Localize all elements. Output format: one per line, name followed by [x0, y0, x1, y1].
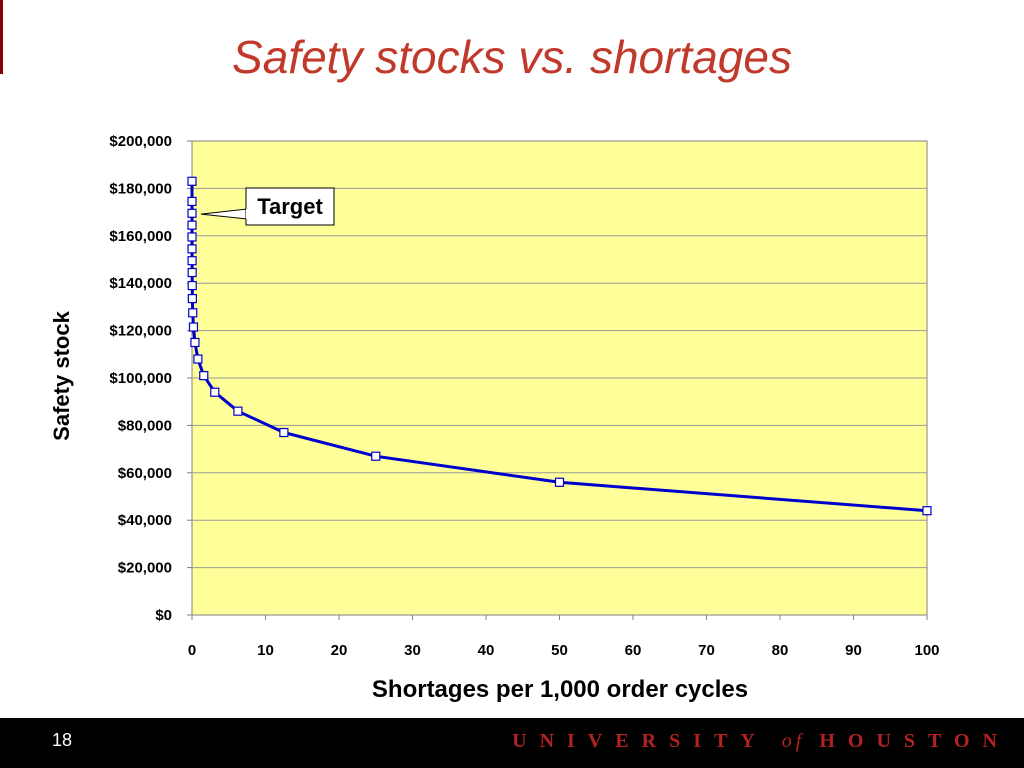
- univ-word-of: of: [781, 730, 806, 752]
- data-point-marker: [199, 371, 209, 381]
- y-tick-label: $100,000: [109, 370, 172, 387]
- x-tick-label: 100: [914, 642, 939, 659]
- data-point-marker: [187, 280, 197, 291]
- x-tick-label: 20: [331, 642, 348, 659]
- safety-stock-chart: $0 $20,000 $40,000 $60,000 $80,000 $100,000 $1…: [109, 133, 939, 659]
- data-point-marker: [187, 208, 197, 218]
- data-point-marker: [210, 387, 220, 397]
- data-point-marker: [279, 427, 289, 438]
- univ-word-university: UNIVERSITY: [512, 730, 768, 752]
- x-tick-label: 50: [551, 642, 568, 659]
- x-axis-label: Shortages per 1,000 order cycles: [371, 676, 749, 703]
- x-tick-label: 40: [478, 642, 495, 659]
- data-point-marker: [190, 337, 200, 348]
- data-point-marker: [188, 322, 199, 332]
- x-tick-label: 90: [845, 642, 862, 659]
- x-tick-label: 60: [625, 642, 642, 659]
- data-point-marker: [188, 308, 198, 318]
- x-tick-label: 30: [404, 642, 421, 659]
- data-point-marker: [371, 451, 381, 461]
- data-point-marker: [187, 220, 197, 230]
- data-point-marker: [193, 354, 203, 364]
- x-tick-label: 0: [188, 642, 196, 659]
- left-accent-bar: [0, 0, 3, 74]
- data-point-marker: [233, 406, 243, 416]
- slide-title: Safety stocks vs. shortages: [232, 31, 792, 83]
- data-point-marker: [187, 244, 197, 254]
- y-tick-label: $160,000: [109, 228, 172, 245]
- data-point-marker: [187, 196, 197, 207]
- y-tick-label: $120,000: [109, 323, 172, 340]
- y-tick-label: $40,000: [118, 512, 172, 529]
- data-point-marker: [187, 294, 197, 304]
- x-tick-label: 10: [257, 642, 274, 659]
- target-callout-box: [245, 187, 335, 226]
- y-tick-label: $60,000: [118, 465, 172, 482]
- data-point-marker: [554, 477, 565, 487]
- data-point-marker: [187, 232, 197, 242]
- x-tick-label: 80: [772, 642, 789, 659]
- y-tick-label: $180,000: [109, 180, 172, 197]
- footer-bar: 18 UNIVERSITY of HOUSTON: [0, 718, 1024, 768]
- y-tick-label: $200,000: [109, 133, 172, 150]
- y-tick-label: $140,000: [109, 275, 172, 292]
- data-point-marker: [922, 506, 932, 516]
- univ-word-houston: HOUSTON: [819, 730, 1010, 752]
- x-tick-label: 70: [698, 642, 715, 659]
- slide-number: 18: [52, 730, 73, 750]
- university-logo-text: UNIVERSITY of HOUSTON: [512, 730, 1010, 753]
- y-tick-label: $80,000: [118, 417, 172, 434]
- y-tick-label: $0: [155, 607, 172, 624]
- data-point-marker: [187, 176, 197, 186]
- y-tick-label: $20,000: [118, 560, 172, 577]
- y-axis-label: Safety stock: [49, 311, 74, 441]
- target-annotation-label: Target: [257, 194, 323, 219]
- data-point-marker: [187, 267, 197, 278]
- data-point-marker: [187, 256, 197, 266]
